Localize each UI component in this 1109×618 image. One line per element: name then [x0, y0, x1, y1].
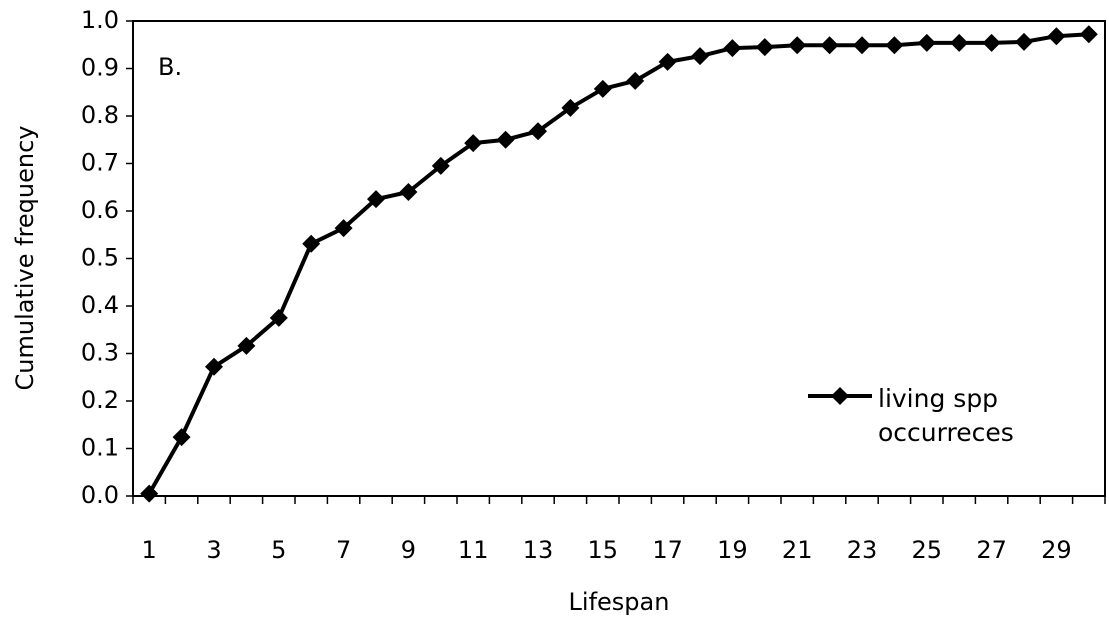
x-axis-label: Lifespan [569, 588, 670, 616]
data-point [237, 336, 256, 355]
x-tick-label: 23 [847, 536, 878, 564]
x-tick-label: 29 [1041, 536, 1072, 564]
data-point [1047, 27, 1066, 46]
data-point [464, 134, 483, 153]
x-tick-label: 25 [912, 536, 943, 564]
data-point [496, 130, 515, 149]
data-point [755, 38, 774, 57]
y-tick-label: 0.5 [81, 244, 119, 272]
data-point [367, 190, 385, 209]
annotation: B. [158, 53, 182, 81]
data-point [302, 234, 321, 253]
x-tick-label: 7 [336, 536, 351, 564]
data-point [820, 36, 839, 55]
data-point [723, 39, 742, 58]
data-point [917, 33, 936, 52]
y-tick-label: 1.0 [81, 6, 119, 34]
data-point [529, 122, 547, 141]
x-tick-label: 3 [206, 536, 221, 564]
data-point [593, 79, 612, 98]
legend-marker [831, 387, 849, 405]
data-point [561, 98, 580, 117]
x-tick-label: 5 [271, 536, 286, 564]
y-tick-label: 0.0 [81, 481, 119, 509]
x-tick-label: 27 [976, 536, 1007, 564]
data-point [1015, 32, 1033, 51]
x-tick-label: 15 [588, 536, 619, 564]
data-point [269, 308, 288, 327]
x-tick-label: 19 [717, 536, 748, 564]
data-point [334, 219, 353, 238]
y-tick-label: 0.9 [81, 54, 119, 82]
data-point [853, 36, 871, 55]
x-tick-label: 21 [782, 536, 813, 564]
x-tick-label: 13 [523, 536, 554, 564]
data-point [691, 47, 709, 66]
data-point [172, 428, 191, 447]
legend-label: living spp occurreces [878, 384, 1014, 447]
data-point [431, 156, 450, 175]
y-tick-label: 0.2 [81, 386, 119, 414]
data-point [140, 484, 159, 503]
data-point [1079, 25, 1098, 44]
data-point [982, 33, 1001, 52]
x-tick-label: 11 [458, 536, 489, 564]
y-tick-label: 0.3 [81, 339, 119, 367]
y-tick-label: 0.8 [81, 101, 119, 129]
y-tick-label: 0.4 [81, 291, 119, 319]
y-tick-label: 0.1 [81, 434, 119, 462]
y-axis-label: Cumulative frequency [11, 126, 39, 391]
y-tick-label: 0.7 [81, 149, 119, 177]
data-point [626, 71, 645, 90]
data-point [788, 36, 807, 55]
y-tick-label: 0.6 [81, 196, 119, 224]
x-tick-label: 17 [652, 536, 683, 564]
data-point [205, 357, 223, 376]
data-point [885, 36, 904, 55]
data-point [658, 52, 677, 71]
data-point [399, 183, 418, 201]
data-point [950, 33, 969, 52]
x-tick-label: 1 [142, 536, 157, 564]
x-tick-label: 9 [401, 536, 416, 564]
